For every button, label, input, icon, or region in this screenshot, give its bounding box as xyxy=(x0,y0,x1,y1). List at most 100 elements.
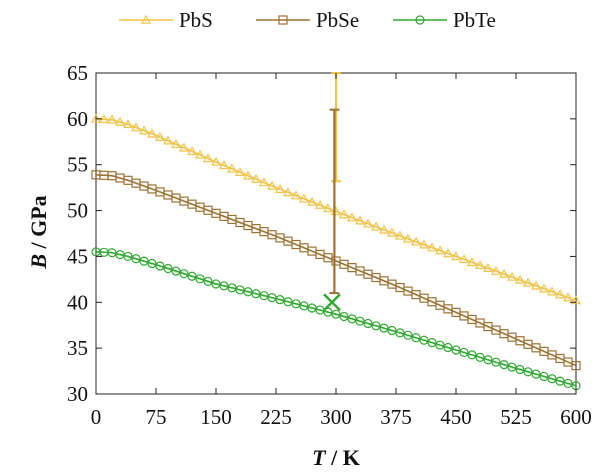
data-point-pbte xyxy=(123,251,133,262)
data-point-pbte xyxy=(523,367,533,377)
y-tick-label: 35 xyxy=(67,336,88,360)
y-tick-label: 40 xyxy=(67,290,88,314)
data-point-pbte xyxy=(331,309,341,319)
x-tick-label: 150 xyxy=(200,405,232,429)
legend: PbS PbSe PbTe xyxy=(119,8,496,32)
legend-label: PbS xyxy=(179,8,213,32)
data-point-pbte xyxy=(195,274,205,284)
data-point-pbte xyxy=(547,374,557,384)
data-point-pbs xyxy=(234,166,246,177)
data-point-pbs xyxy=(258,177,270,187)
x-tick-label: 525 xyxy=(500,405,532,429)
data-point-pbte xyxy=(515,364,525,375)
y-tick-label: 60 xyxy=(67,107,88,131)
data-point-pbs xyxy=(394,230,406,240)
data-point-pbs xyxy=(522,277,534,287)
data-point-pbs xyxy=(410,236,422,246)
y-axis-variable: B xyxy=(26,254,51,270)
x-axis-unit: / K xyxy=(326,445,360,470)
data-point-pbs xyxy=(538,283,550,293)
data-point-pbs xyxy=(186,146,198,156)
data-point-pbs xyxy=(154,131,166,141)
error-bars xyxy=(329,72,341,295)
data-point-pbte xyxy=(363,318,373,329)
data-point-pbs xyxy=(362,218,374,228)
legend-swatch-marker xyxy=(415,15,425,25)
data-point-pbte xyxy=(507,362,517,372)
plot-area xyxy=(90,72,582,395)
data-point-pbs xyxy=(546,286,558,296)
data-point-pbs xyxy=(194,149,206,159)
legend-swatch-marker xyxy=(278,15,288,25)
x-tick-label: 450 xyxy=(440,405,472,429)
data-point-pbs xyxy=(178,142,190,152)
data-point-pbs xyxy=(146,128,158,138)
data-point-pbs xyxy=(386,227,398,237)
x-axis-title: T / K xyxy=(312,445,360,470)
data-point-pbte xyxy=(187,271,197,281)
data-point-pbs xyxy=(490,265,502,275)
data-point-pbte xyxy=(555,376,565,386)
data-point-pbs xyxy=(442,248,454,258)
data-point-pbs xyxy=(346,212,358,222)
data-point-pbs xyxy=(210,156,222,166)
data-point-pbte xyxy=(147,258,157,269)
data-point-pbs xyxy=(562,292,574,302)
data-point-pbte xyxy=(131,254,141,264)
data-point-pbte xyxy=(427,338,437,348)
y-tick-label: 50 xyxy=(67,199,88,223)
data-point-pbs xyxy=(450,251,462,261)
x-axis-variable: T xyxy=(312,445,327,470)
data-point-pbte xyxy=(163,263,173,274)
x-tick-label: 225 xyxy=(260,405,292,429)
data-point-pbs xyxy=(570,295,582,305)
data-point-pbs xyxy=(298,193,310,203)
data-point-pbse xyxy=(571,360,581,371)
data-point-pbs xyxy=(426,242,438,252)
data-point-pbs xyxy=(130,122,142,132)
data-point-pbs xyxy=(322,203,334,213)
legend-swatch-marker xyxy=(140,14,152,24)
data-point-pbs xyxy=(282,187,294,197)
data-point-pbs xyxy=(354,215,366,225)
data-point-pbte xyxy=(411,333,421,343)
data-point-pbte xyxy=(395,328,405,338)
data-point-pbs xyxy=(106,114,118,124)
y-tick-label: 30 xyxy=(67,382,88,406)
data-point-pbs xyxy=(274,183,286,194)
data-point-pbte xyxy=(475,352,485,362)
data-point-pbte xyxy=(459,347,469,358)
data-point-pbs xyxy=(170,138,182,149)
data-point-pbs xyxy=(226,163,238,173)
data-point-pbs xyxy=(418,239,430,249)
data-point-pbs xyxy=(514,274,526,284)
legend-label: PbSe xyxy=(316,8,359,32)
x-tick-label: 600 xyxy=(560,405,592,429)
x-tick-label: 75 xyxy=(146,405,167,429)
data-point-pbs xyxy=(202,153,214,163)
x-tick-label: 300 xyxy=(320,405,352,429)
data-point-pbte xyxy=(491,357,501,367)
y-axis-unit: / GPa xyxy=(26,195,51,254)
y-axis-ticks: 30 35 40 45 50 55 60 65 xyxy=(67,61,576,406)
data-point-pbte xyxy=(499,360,509,370)
series-pbte xyxy=(91,247,581,391)
data-point-pbte xyxy=(339,311,349,322)
data-point-pbte xyxy=(347,314,357,324)
data-point-pbs xyxy=(266,180,278,190)
data-point-pbs xyxy=(114,116,126,126)
x-axis-ticks: 0 75 150 225 300 375 450 525 600 xyxy=(91,73,592,429)
y-tick-label: 45 xyxy=(67,244,88,268)
data-point-pbs xyxy=(466,257,478,267)
x-tick-label: 375 xyxy=(380,405,412,429)
data-point-pbs xyxy=(138,125,150,135)
data-point-pbs xyxy=(474,259,486,270)
legend-label: PbTe xyxy=(453,8,496,32)
series-layer xyxy=(90,113,582,391)
data-point-pbs xyxy=(162,135,174,145)
data-point-pbte xyxy=(563,378,573,389)
data-point-pbs xyxy=(458,254,470,264)
data-point-pbte xyxy=(379,323,389,333)
data-point-pbs xyxy=(530,280,542,290)
